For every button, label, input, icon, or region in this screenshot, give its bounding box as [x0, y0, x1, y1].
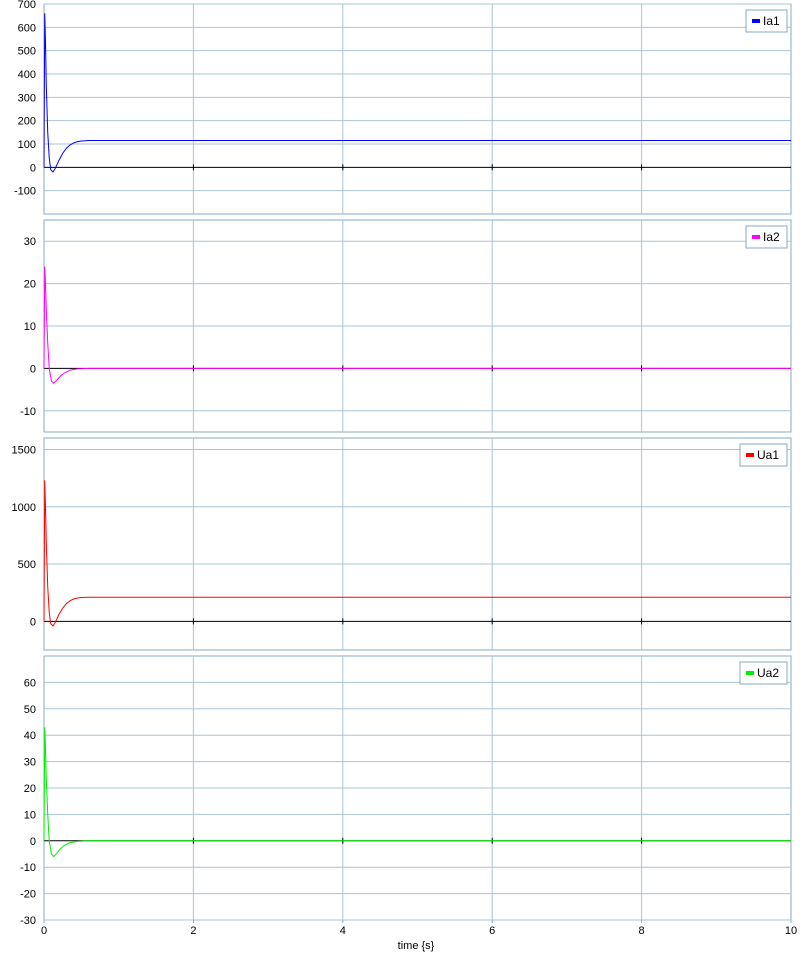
y-tick-label: -20: [20, 889, 36, 901]
y-tick-label: 0: [30, 836, 36, 848]
legend-swatch: [752, 235, 760, 239]
y-tick-label: 60: [24, 677, 36, 689]
x-tick-label: 4: [340, 925, 346, 937]
series-line-ia1: [43, 13, 791, 173]
y-tick-label: -10: [20, 862, 36, 874]
legend: Ua2: [739, 661, 788, 685]
plot-frame: [43, 437, 792, 651]
y-tick-label: 400: [18, 69, 36, 81]
chart-panel-1: -100 0 100 200 300 400 500 600 700 Ia1: [14, 0, 792, 215]
chart-panel-4: -30 -20 -10 0 10 20 30 40 50 60 Ua2: [20, 655, 792, 927]
chart-panel-2: -10 0 10 20 30 Ia2: [20, 219, 792, 433]
y-tick-label: 0: [30, 363, 36, 375]
legend-label: Ia2: [763, 230, 780, 244]
x-axis: 0 2 4 6 8 10: [41, 920, 797, 937]
y-tick-label: 50: [24, 704, 36, 716]
legend-label: Ua1: [757, 448, 779, 462]
y-tick-label: 100: [18, 139, 36, 151]
y-tick-label: 1500: [12, 444, 36, 456]
y-tick-label: 0: [30, 616, 36, 628]
legend-box: [745, 9, 788, 33]
y-tick-label: 20: [24, 783, 36, 795]
x-tick-label: 10: [785, 925, 797, 937]
x-tick-label: 0: [41, 925, 47, 937]
y-tick-label: 10: [24, 809, 36, 821]
legend-label: Ua2: [757, 666, 779, 680]
legend-swatch: [746, 453, 754, 457]
x-tick-label: 2: [190, 925, 196, 937]
legend: Ua1: [739, 443, 788, 467]
plot-frame: [43, 3, 792, 215]
legend-box: [745, 225, 788, 249]
y-tick-label: 500: [18, 559, 36, 571]
y-tick-label: 0: [30, 162, 36, 174]
y-tick-label: 10: [24, 321, 36, 333]
y-tick-label: 30: [24, 236, 36, 248]
legend: Ia1: [745, 9, 788, 33]
y-tick-label: 40: [24, 730, 36, 742]
legend: Ia2: [745, 225, 788, 249]
legend-swatch: [752, 19, 760, 23]
x-tick-label: 6: [489, 925, 495, 937]
series-line-ua2: [43, 727, 791, 858]
y-tick-label: 300: [18, 92, 36, 104]
series-line-ia2: [43, 266, 791, 384]
y-tick-label: 600: [18, 22, 36, 34]
x-axis-label: time {s}: [398, 940, 435, 952]
y-tick-label: 500: [18, 46, 36, 58]
legend-box: [739, 443, 788, 467]
y-tick-label: 700: [18, 0, 36, 11]
y-tick-label: 200: [18, 116, 36, 128]
legend-label: Ia1: [763, 14, 780, 28]
legend-box: [739, 661, 788, 685]
y-tick-label: 30: [24, 757, 36, 769]
y-tick-label: 20: [24, 279, 36, 291]
y-tick-label: 1000: [12, 502, 36, 514]
y-tick-label: -100: [14, 186, 36, 198]
y-tick-label: -30: [20, 915, 36, 927]
legend-swatch: [746, 671, 754, 675]
chart-panel-3: 0 500 1000 1500 Ua1: [12, 437, 792, 651]
x-tick-label: 8: [639, 925, 645, 937]
y-tick-label: -10: [20, 406, 36, 418]
series-line-ua1: [43, 480, 791, 627]
